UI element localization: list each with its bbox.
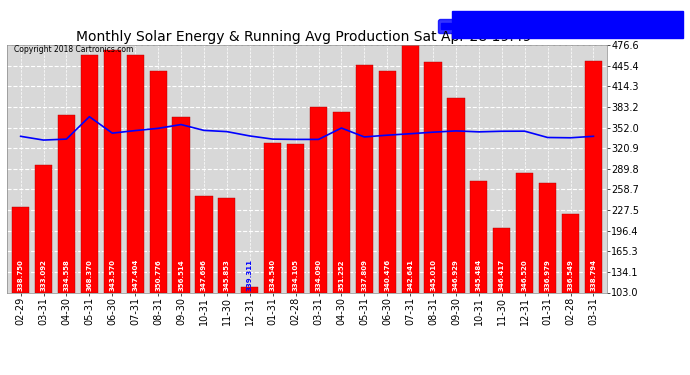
Bar [424,62,442,292]
Bar [58,115,75,292]
Text: 334.105: 334.105 [293,259,299,291]
Bar [333,112,350,292]
Bar [356,65,373,292]
Text: 345.484: 345.484 [476,259,482,291]
Bar [35,165,52,292]
Text: 338.794: 338.794 [591,259,596,291]
Bar [539,183,556,292]
Text: 338.750: 338.750 [18,259,23,291]
Text: 345.853: 345.853 [224,259,230,291]
Bar [447,98,464,292]
Bar [493,228,511,292]
Bar [127,55,144,292]
Bar [516,173,533,292]
Bar [195,196,213,292]
Bar [172,117,190,292]
Bar [585,61,602,292]
Text: 336.979: 336.979 [544,259,551,291]
Text: Copyright 2018 Cartronics.com: Copyright 2018 Cartronics.com [14,45,133,54]
Text: 333.092: 333.092 [41,259,46,291]
Bar [150,71,167,292]
Text: 340.476: 340.476 [384,259,391,291]
Text: 350.776: 350.776 [155,260,161,291]
Bar [81,56,98,292]
Text: 346.520: 346.520 [522,260,528,291]
Bar [241,286,258,292]
Text: 368.370: 368.370 [86,259,92,291]
Text: 347.404: 347.404 [132,259,138,291]
Text: 346.417: 346.417 [499,259,505,291]
Text: 356.514: 356.514 [178,260,184,291]
Bar [310,107,327,292]
Bar [287,144,304,292]
Text: 351.252: 351.252 [338,260,344,291]
Text: 334.540: 334.540 [270,259,276,291]
Bar [104,50,121,292]
Bar [379,71,396,292]
Bar [264,143,282,292]
Text: 347.696: 347.696 [201,259,207,291]
Text: 336.549: 336.549 [568,259,573,291]
Bar [562,214,579,292]
Bar [218,198,235,292]
Text: 334.558: 334.558 [63,259,70,291]
Bar [471,180,487,292]
Text: 346.929: 346.929 [453,259,459,291]
Text: Monthly Solar Energy & Running Avg Production Sat Apr 28 19:49: Monthly Solar Energy & Running Avg Produ… [76,30,531,44]
Text: 339.311: 339.311 [247,259,253,291]
Bar [12,207,29,292]
Text: 345.010: 345.010 [430,259,436,291]
Bar [402,38,419,292]
Text: 343.570: 343.570 [109,259,115,291]
Text: 337.809: 337.809 [362,259,367,291]
Text: 334.090: 334.090 [315,259,322,291]
Text: 342.641: 342.641 [407,259,413,291]
Legend: Average  (kWh), Monthly  (kWh): Average (kWh), Monthly (kWh) [438,20,603,33]
